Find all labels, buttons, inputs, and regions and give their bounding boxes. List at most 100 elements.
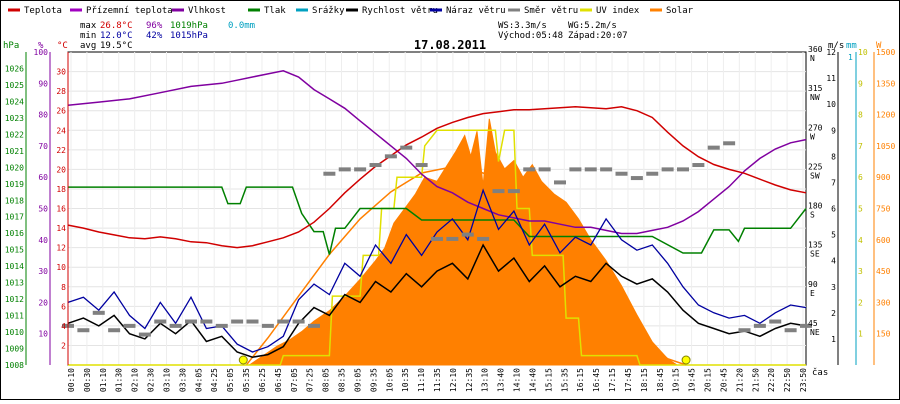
wind-direction-mark — [292, 319, 305, 324]
x-tick: 15:15 — [544, 368, 553, 392]
x-tick: 23:50 — [799, 368, 808, 392]
uv-tick: 10 — [858, 48, 868, 57]
uv-tick: 2 — [858, 298, 863, 307]
wind-tick: 12 — [826, 48, 836, 57]
humidity-tick: 70 — [38, 142, 48, 151]
humidity-tick: 60 — [38, 173, 48, 182]
legend-label: Přízemní teplota — [86, 6, 173, 16]
x-axis-label: čas — [812, 367, 828, 378]
direction-label-tick: S — [810, 211, 815, 220]
x-tick: 12:35 — [465, 368, 474, 392]
wind-direction-mark — [753, 323, 766, 328]
x-tick: 01:30 — [115, 368, 124, 392]
pressure-tick: 1017 — [5, 213, 24, 222]
stat-max-press: 1019hPa — [170, 21, 208, 31]
pressure-tick: 1013 — [5, 279, 24, 288]
solar-tick: 1050 — [876, 142, 895, 151]
solar-theoretical-line — [245, 166, 687, 366]
direction-label-tick: N — [810, 54, 815, 63]
wind-direction-mark — [108, 328, 121, 333]
x-axis: 00:10 00:30 01:10 01:30 02:10 02:30 03:10 03:30… — [67, 368, 808, 392]
x-tick: 09:35 — [369, 368, 378, 392]
x-tick: 00:30 — [83, 368, 92, 392]
x-tick: 05:35 — [242, 368, 251, 392]
wind-direction-mark — [323, 171, 336, 176]
stat-sunrise: Východ:05:48 — [498, 31, 563, 41]
wind-tick: 6 — [831, 205, 836, 214]
x-tick: 22:50 — [783, 368, 792, 392]
wind-direction-mark — [538, 167, 551, 172]
wind-direction-mark — [308, 323, 320, 328]
wind-direction-mark — [185, 319, 197, 324]
x-tick: 18:15 — [640, 368, 649, 392]
temp-tick: 28 — [56, 87, 66, 96]
pressure-tick: 1014 — [5, 262, 24, 271]
temp-tick: 14 — [56, 224, 66, 233]
x-tick: 07:25 — [306, 368, 315, 392]
x-tick: 02:30 — [147, 368, 156, 392]
pressure-tick: 1025 — [5, 81, 24, 90]
x-tick: 21:50 — [751, 368, 760, 392]
wind-direction-mark — [707, 145, 720, 150]
axis-units: hPa % °C m/s mm W — [3, 41, 882, 51]
solar-tick: 1350 — [876, 79, 895, 88]
wind-direction-mark — [723, 141, 736, 146]
direction-label-tick: W — [810, 132, 815, 141]
temp-tick: 24 — [56, 126, 66, 135]
wind-direction-mark — [77, 328, 90, 333]
x-tick: 11:35 — [433, 368, 442, 392]
unit-pct: % — [38, 41, 44, 51]
wind-direction-mark — [92, 310, 105, 315]
stat-ws: WS:3.3m/s — [498, 21, 547, 31]
wind-direction-mark — [169, 323, 182, 328]
stats-block: max 26.8°C 96% 1019hPa 0.0mm min 12.0°C … — [80, 21, 628, 51]
temp-tick: 16 — [56, 205, 66, 214]
legend: Teplota Přízemní teplota Vlhkost Tlak Srážky… — [8, 6, 694, 16]
wind-direction-mark — [384, 154, 397, 159]
legend-label: Teplota — [24, 6, 62, 16]
pressure-tick: 1026 — [5, 64, 24, 73]
stat-max-temp: 26.8°C — [100, 21, 133, 31]
direction-label-tick: E — [810, 289, 815, 298]
solar-tick: 750 — [876, 205, 891, 214]
x-tick: 17:45 — [624, 368, 633, 392]
wind-direction-mark — [231, 319, 244, 324]
stat-wg: WG:5.2m/s — [568, 21, 617, 31]
chart-title: 17.08.2011 — [414, 38, 486, 52]
humidity-tick: 90 — [38, 79, 48, 88]
pressure-tick: 1015 — [5, 246, 24, 255]
stat-avg-temp: 19.5°C — [100, 41, 133, 51]
legend-label: Rychlost větru — [362, 6, 438, 16]
x-tick: 01:10 — [99, 368, 108, 392]
temperature-line — [67, 106, 807, 249]
x-tick: 19:15 — [672, 368, 681, 392]
unit-w: W — [876, 41, 882, 51]
wind-direction-mark — [477, 236, 490, 241]
temp-tick: 18 — [56, 185, 66, 194]
temp-tick: 8 — [61, 283, 66, 292]
wind-direction-mark — [354, 167, 367, 172]
pressure-tick: 1022 — [5, 130, 24, 139]
pressure-tick: 1019 — [5, 180, 24, 189]
humidity-line — [67, 70, 807, 235]
x-tick: 05:05 — [226, 368, 235, 392]
x-tick: 19:45 — [688, 368, 697, 392]
wind-tick: 1 — [831, 335, 836, 344]
pressure-tick: 1008 — [5, 361, 24, 370]
solar-tick: 150 — [876, 330, 891, 339]
wind-direction-mark — [446, 236, 459, 241]
x-tick: 00:10 — [67, 368, 76, 392]
wind-direction-mark — [523, 167, 536, 172]
pressure-tick: 1009 — [5, 345, 24, 354]
pressure-tick: 1021 — [5, 147, 24, 156]
stat-min-press: 1015hPa — [170, 31, 208, 41]
wind-tick: 3 — [831, 283, 836, 292]
x-tick: 20:45 — [719, 368, 728, 392]
x-tick: 07:05 — [290, 368, 299, 392]
x-tick: 13:10 — [481, 368, 490, 392]
unit-mm: mm — [846, 41, 857, 51]
uv-tick: 7 — [858, 142, 863, 151]
pressure-line — [68, 186, 807, 255]
temp-tick: 10 — [56, 263, 66, 272]
